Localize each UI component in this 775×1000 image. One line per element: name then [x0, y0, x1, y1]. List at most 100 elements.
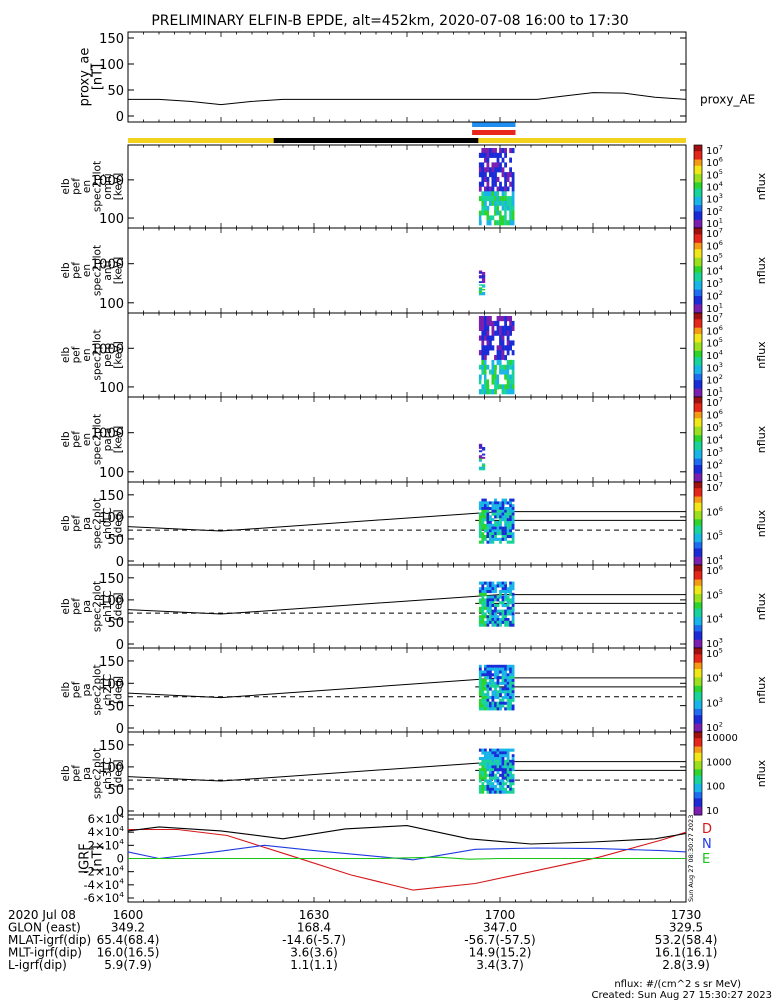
spectrogram-cell — [494, 687, 497, 691]
spectrogram-data — [478, 270, 486, 296]
spectrogram-cell — [511, 707, 515, 711]
spectrogram-cell — [506, 191, 510, 197]
spectrogram-cell — [484, 704, 487, 708]
colorbar-cell — [694, 567, 702, 570]
spectrogram-cell — [511, 782, 515, 786]
spectrogram-cell — [486, 384, 490, 390]
colorbar-cell — [694, 614, 702, 618]
spectrogram-cell — [511, 676, 515, 680]
spectrogram-cell — [504, 181, 507, 187]
spectrogram-cell — [504, 152, 507, 158]
spectrogram-cell — [499, 765, 502, 769]
spectrogram-cell — [494, 693, 497, 697]
spectrogram-cell — [511, 540, 515, 544]
spectrogram-cell — [496, 615, 500, 619]
colorbar-cell — [694, 738, 702, 741]
spectrogram-cell — [486, 762, 490, 766]
spectrogram-cell — [486, 667, 490, 671]
spectrogram-cell — [489, 374, 492, 380]
colorbar-cell — [694, 452, 702, 455]
ytick-label: 100 — [99, 297, 124, 312]
colorbar-cell — [694, 405, 702, 409]
colorbar-cell — [694, 618, 702, 622]
spectrogram-cell — [494, 664, 497, 668]
colorbar-cell — [694, 448, 702, 451]
spectrogram-cell — [501, 186, 505, 192]
spectrogram-cell — [484, 676, 487, 680]
spectrogram-cell — [491, 537, 495, 541]
colorbar-cell — [694, 506, 702, 510]
spectrogram-cell — [506, 200, 510, 206]
ytick-label: -4×104 — [83, 877, 124, 892]
spectrogram-cell — [496, 205, 500, 211]
spectrogram-cell — [501, 790, 505, 794]
spectrogram-cell — [509, 592, 512, 596]
spectrogram-cell — [494, 598, 497, 602]
spectrogram-cell — [494, 790, 497, 794]
ylabel-line: en — [81, 348, 93, 361]
spectrogram-cell — [481, 316, 485, 322]
spectrogram-cell — [481, 759, 485, 763]
colorbar-cell — [694, 304, 702, 308]
spectrogram-cell — [489, 590, 492, 594]
colorbar-cell — [694, 283, 702, 286]
colorbar-cell — [694, 785, 702, 789]
colorbar-cell — [694, 411, 702, 415]
spectrogram-cell — [486, 210, 490, 216]
ytick-label: -2×104 — [83, 863, 124, 878]
spectrogram-cell — [511, 364, 515, 370]
spectrogram-cell — [509, 157, 512, 163]
spectrogram-cell — [489, 765, 492, 769]
spectrogram-cell — [499, 768, 502, 772]
spectrogram-cell — [496, 191, 500, 197]
spectrogram-cell — [489, 529, 492, 533]
spectrogram-cell — [478, 670, 482, 674]
spectrogram-cell — [496, 667, 500, 671]
colorbar-cell — [694, 291, 702, 295]
spectrogram-cell — [486, 620, 490, 624]
spectrogram-cell — [478, 220, 482, 226]
spectrogram-cell — [499, 537, 502, 541]
spectrogram-cell — [494, 676, 497, 680]
colorbar-tick: 105 — [706, 168, 723, 182]
spectrogram-cell — [481, 215, 485, 221]
spectrogram-cell — [496, 196, 500, 202]
spectrogram-cell — [481, 771, 485, 775]
spectrogram-cell — [509, 532, 512, 536]
spectrogram-cell — [496, 369, 500, 375]
spectrogram-cell — [478, 687, 482, 691]
spectrogram-cell — [509, 518, 512, 522]
spectrogram-cell — [496, 320, 500, 327]
spectrogram-cell — [478, 581, 482, 585]
spectrogram-cell — [504, 584, 507, 588]
spectrogram-cell — [506, 316, 510, 322]
spectrogram-cell — [511, 374, 515, 380]
spectrogram-cell — [489, 186, 492, 192]
spectrogram-cell — [509, 191, 512, 197]
colorbar-label: nflux — [755, 759, 768, 787]
spectrogram-cell — [478, 773, 482, 777]
spectrogram-cell — [481, 765, 485, 769]
spectrogram-cell — [504, 215, 507, 221]
spectrogram-cell — [489, 167, 492, 173]
spectrogram-cell — [478, 504, 482, 508]
spectrogram-cell — [489, 215, 492, 221]
spectrogram-cell — [504, 612, 507, 616]
spectrogram-cell — [499, 374, 502, 380]
spectrogram-cell — [486, 690, 490, 694]
spectrogram-cell — [478, 681, 482, 685]
spectrogram-cell — [506, 693, 510, 697]
spectrogram-cell — [509, 684, 512, 688]
spectrogram-cell — [491, 773, 495, 777]
spectrogram-cell — [501, 595, 505, 599]
spectrogram-cell — [484, 779, 487, 783]
panel-6: elbpefpaspec2plotch0LC[deg]1501005001071… — [60, 481, 768, 571]
colorbar-cell — [694, 708, 702, 712]
spectrogram-cell — [506, 595, 510, 599]
colorbar-cell — [694, 215, 702, 219]
colorbar-cell — [694, 740, 702, 743]
spectrogram-cell — [481, 379, 485, 385]
spectrogram-cell — [501, 604, 505, 608]
spectrogram-cell — [494, 167, 497, 173]
spectrogram-cell — [511, 693, 515, 697]
